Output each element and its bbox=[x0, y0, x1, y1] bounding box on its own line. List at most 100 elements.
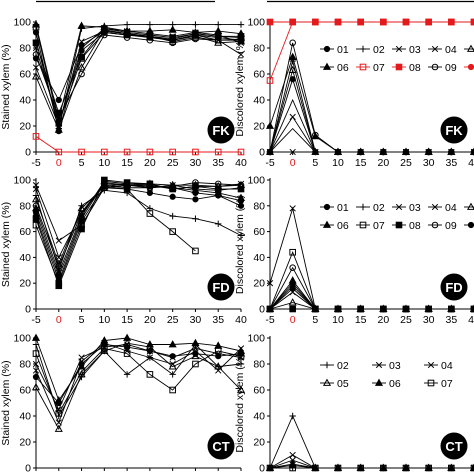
legend-label: 06 bbox=[337, 220, 349, 232]
series-line bbox=[35, 136, 241, 153]
data-point bbox=[288, 65, 297, 73]
data-point bbox=[288, 52, 297, 60]
series-07 bbox=[266, 18, 474, 84]
legend-marker bbox=[427, 361, 435, 369]
data-point bbox=[312, 464, 319, 472]
data-point bbox=[169, 193, 176, 200]
data-point bbox=[78, 42, 85, 49]
x-tick-label: 40 bbox=[468, 157, 474, 169]
x-tick-label: 5 bbox=[79, 157, 85, 169]
series-b bbox=[269, 98, 474, 153]
data-point bbox=[192, 360, 199, 368]
data-point bbox=[215, 33, 222, 40]
data-point bbox=[214, 148, 222, 156]
data-point bbox=[289, 305, 296, 313]
series-line bbox=[35, 34, 242, 120]
legend-label: 09 bbox=[445, 220, 457, 232]
data-point bbox=[425, 464, 432, 472]
series-03 bbox=[32, 182, 245, 244]
data-point bbox=[192, 196, 199, 203]
data-point bbox=[32, 213, 40, 220]
legend: 01020304050607080910 bbox=[320, 202, 474, 232]
data-point bbox=[101, 28, 108, 35]
series-08 bbox=[32, 341, 245, 407]
panel-badge bbox=[207, 432, 235, 460]
data-point bbox=[215, 192, 222, 199]
data-point bbox=[469, 147, 474, 155]
data-point bbox=[123, 333, 132, 341]
y-tick-label: 40 bbox=[19, 411, 31, 423]
data-point bbox=[192, 179, 199, 186]
data-point bbox=[123, 371, 131, 378]
x-tick-label: 30 bbox=[423, 157, 435, 169]
data-point bbox=[32, 55, 40, 62]
x-tick-label: 25 bbox=[400, 314, 412, 326]
series-line bbox=[269, 459, 474, 469]
data-point bbox=[101, 183, 108, 190]
y-tick-label: 100 bbox=[247, 175, 265, 187]
data-point bbox=[54, 424, 63, 432]
x-tick-label: -5 bbox=[31, 157, 40, 169]
data-point bbox=[55, 410, 63, 417]
legend-marker bbox=[322, 220, 332, 228]
series-line bbox=[269, 302, 474, 310]
series-05 bbox=[265, 65, 474, 155]
data-point bbox=[425, 305, 432, 313]
x-tick-label: 30 bbox=[190, 157, 202, 169]
data-point bbox=[54, 125, 63, 133]
x-tick-label: 35 bbox=[212, 314, 224, 326]
data-point bbox=[334, 464, 342, 472]
series-05 bbox=[31, 25, 246, 133]
legend-marker bbox=[467, 221, 474, 229]
data-point bbox=[78, 368, 85, 376]
legend-label: 09 bbox=[445, 62, 457, 74]
y-tick-label: 100 bbox=[247, 17, 265, 29]
panel-badge bbox=[440, 116, 468, 144]
legend-label: 07 bbox=[373, 62, 385, 74]
data-point bbox=[32, 133, 40, 140]
y-axis-label: Discolored xylem (%) bbox=[234, 37, 246, 136]
data-point bbox=[289, 148, 296, 156]
data-point bbox=[289, 205, 296, 212]
data-point bbox=[192, 215, 199, 222]
data-point bbox=[237, 185, 245, 193]
x-tick-label: 15 bbox=[355, 314, 367, 326]
data-point bbox=[168, 362, 177, 370]
x-tick-label: 10 bbox=[98, 314, 110, 326]
legend-marker bbox=[323, 45, 331, 53]
x-tick-label: 15 bbox=[121, 157, 133, 169]
data-point bbox=[237, 202, 245, 209]
x-tick-label: 40 bbox=[468, 314, 474, 326]
data-point bbox=[237, 21, 245, 28]
panel-badge-label: CT bbox=[445, 439, 462, 454]
data-point bbox=[312, 18, 319, 26]
legend-marker bbox=[395, 221, 403, 229]
legend-label: 06 bbox=[389, 378, 401, 390]
series-05 bbox=[31, 338, 246, 432]
data-point bbox=[237, 34, 245, 41]
legend-label: 07 bbox=[441, 378, 453, 390]
legend-marker bbox=[395, 45, 403, 53]
legend-label: 02 bbox=[337, 360, 349, 372]
data-point bbox=[191, 185, 200, 194]
data-point bbox=[101, 341, 108, 348]
legend-marker bbox=[322, 378, 332, 386]
panel-badge-label: FK bbox=[212, 123, 230, 138]
data-point bbox=[266, 148, 274, 156]
data-point bbox=[289, 113, 296, 121]
legend-marker bbox=[374, 378, 384, 386]
data-point bbox=[101, 148, 108, 156]
data-point bbox=[288, 298, 297, 306]
data-point bbox=[169, 35, 176, 43]
data-point bbox=[266, 305, 274, 313]
series-line bbox=[35, 27, 241, 125]
data-point bbox=[146, 347, 153, 355]
x-tick-label: 5 bbox=[312, 314, 318, 326]
data-point bbox=[237, 51, 245, 58]
data-point bbox=[289, 264, 296, 272]
data-point bbox=[146, 33, 153, 40]
data-point bbox=[215, 353, 222, 360]
x-tick-label: 30 bbox=[190, 314, 202, 326]
